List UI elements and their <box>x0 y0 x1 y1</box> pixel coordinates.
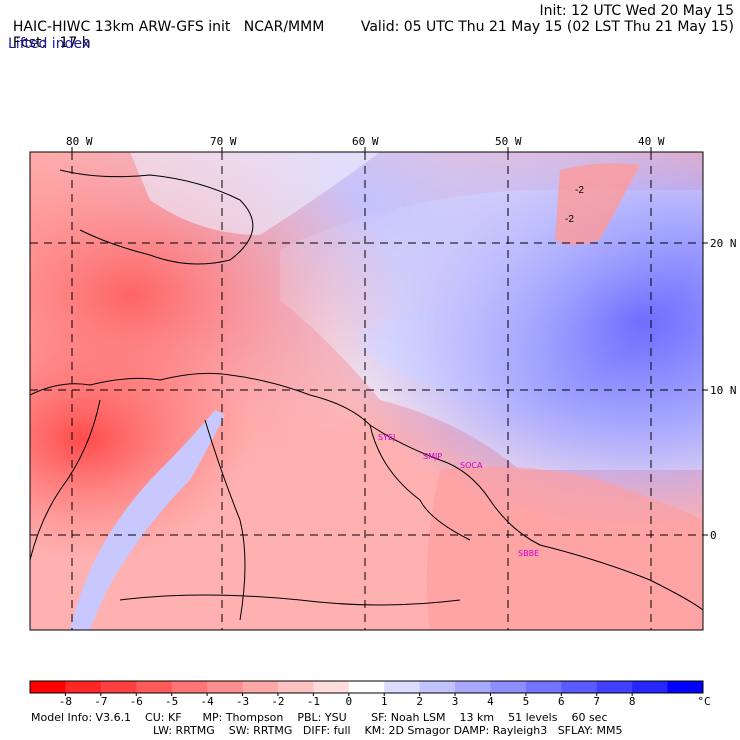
lon-label: 40 W <box>638 135 665 148</box>
colorbar-swatch <box>313 681 350 693</box>
org-label: NCAR/MMM <box>243 19 325 35</box>
colorbar-tick-label: 2 <box>416 695 423 708</box>
colorbar-tick-label: -3 <box>235 695 250 708</box>
colorbar-swatch <box>348 681 385 693</box>
colorbar-tick-label: 5 <box>522 695 530 708</box>
colorbar-swatch <box>171 681 208 693</box>
colorbar-tick-label: -7 <box>94 695 108 708</box>
colorbar-tick-label: 6 <box>558 695 565 708</box>
colorbar-tick-label: 8 <box>628 695 636 708</box>
colorbar-swatch <box>242 681 279 693</box>
colorbar-swatch <box>207 681 244 693</box>
contour-label: -2 <box>575 185 584 196</box>
colorbar-swatch <box>455 681 491 693</box>
colorbar-tick-label: 0 <box>345 695 353 708</box>
colorbar-swatch <box>632 681 669 693</box>
station-label: SBBE <box>518 549 540 558</box>
colorbar-swatch <box>596 681 633 693</box>
model-title: HAIC-HIWC 13km ARW-GFS init NCAR/MMM <box>4 3 324 35</box>
fcst-value: 17 h <box>59 35 91 51</box>
colorbar-tick-label: -4 <box>200 695 214 708</box>
station-label: SMJP <box>423 452 443 461</box>
colorbar-swatch <box>384 681 421 693</box>
contour-label: -2 <box>565 214 574 225</box>
colorbar-swatch <box>65 681 102 693</box>
fcst-label: Fcst: <box>12 35 47 51</box>
colorbar-swatch <box>561 681 598 693</box>
colorbar-tick-label: 4 <box>487 695 494 708</box>
colorbar-tick-label: -2 <box>271 695 285 708</box>
colorbar-swatch <box>667 681 704 693</box>
footer-line-1: Model Info: V3.6.1 CU: KF MP: Thompson P… <box>31 711 608 724</box>
lon-label: 50 W <box>495 135 522 148</box>
colorbar-unit: °C <box>697 695 711 708</box>
lat-label: 0 <box>710 529 717 542</box>
colorbar-swatch <box>490 681 527 693</box>
field-title: Lifted index <box>8 36 91 52</box>
colorbar-swatch <box>525 681 562 693</box>
colorbar-swatch <box>419 681 456 693</box>
footer-line-2: LW: RRTMG SW: RRTMG DIFF: full KM: 2D Sm… <box>153 724 623 737</box>
fcst-row: Fcst: 17 h <box>4 19 91 51</box>
colorbar-swatch <box>277 681 314 693</box>
colorbar-tick-label: -8 <box>58 695 73 708</box>
valid-time: Valid: 05 UTC Thu 21 May 15 (02 LST Thu … <box>360 19 734 35</box>
lon-label: 80 W <box>66 135 93 148</box>
lon-label: 70 W <box>210 135 237 148</box>
colorbar-tick-label: 3 <box>451 695 459 708</box>
lat-label: 20 N <box>710 237 737 250</box>
station-label: SYEJ <box>378 433 396 442</box>
colorbar-tick-label: 1 <box>380 695 388 708</box>
colorbar <box>29 680 704 696</box>
init-time: Init: 12 UTC Wed 20 May 15 <box>539 3 734 19</box>
colorbar-swatch <box>136 681 173 693</box>
model-title-text: HAIC-HIWC 13km ARW-GFS init <box>12 19 231 35</box>
colorbar-tick-label: -1 <box>306 695 320 708</box>
colorbar-tick-label: -5 <box>165 695 179 708</box>
colorbar-swatch <box>100 681 137 693</box>
map-field <box>30 152 703 630</box>
colorbar-tick-label: 7 <box>593 695 601 708</box>
station-label: SOCA <box>460 461 483 470</box>
colorbar-tick-label: -6 <box>129 695 143 708</box>
map-ticks <box>71 147 708 536</box>
lat-label: 10 N <box>710 384 737 397</box>
colorbar-swatch <box>30 681 66 693</box>
map-frame <box>29 151 704 631</box>
lon-label: 60 W <box>352 135 379 148</box>
